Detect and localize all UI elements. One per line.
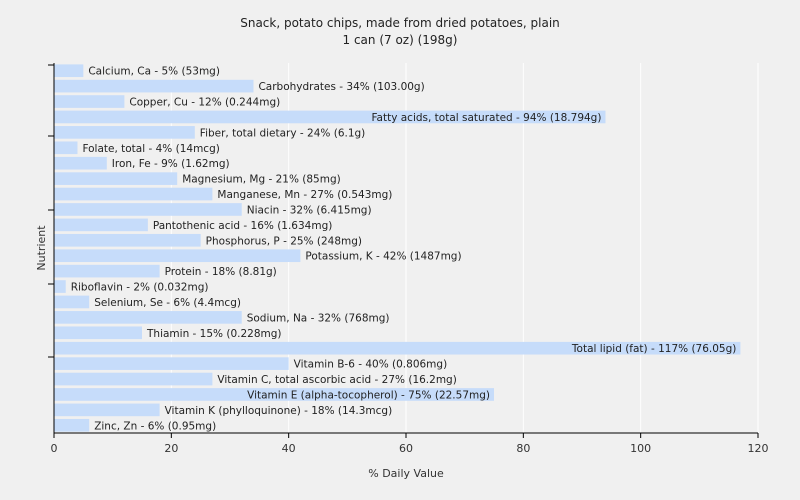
bar [54,280,66,293]
bar-label: Fatty acids, total saturated - 94% (18.7… [371,112,601,124]
bar [54,218,148,232]
bar [54,326,142,340]
bar [54,357,289,370]
bar-label: Riboflavin - 2% (0.032mg) [71,282,209,294]
bar-label: Vitamin E (alpha-tocopherol) - 75% (22.5… [247,389,490,401]
bar [54,264,160,278]
bar-label: Magnesium, Mg - 21% (85mg) [182,174,341,186]
chart-subtitle: 1 can (7 oz) (198g) [342,33,458,47]
bar-label: Selenium, Se - 6% (4.4mcg) [94,297,241,309]
bar-label: Calcium, Ca - 5% (53mg) [88,66,220,78]
bar-label: Folate, total - 4% (14mcg) [82,143,219,155]
bar-label: Vitamin C, total ascorbic acid - 27% (16… [217,374,456,386]
bar-label: Fiber, total dietary - 24% (6.1g) [200,127,365,139]
x-tick-label: 40 [282,442,296,455]
bar-label: Pantothenic acid - 16% (1.634mg) [153,220,332,232]
bar [54,311,242,324]
bar-label: Zinc, Zn - 6% (0.95mg) [94,420,216,432]
bar-label: Sodium, Na - 32% (768mg) [247,312,390,324]
x-tick-label: 100 [630,442,651,455]
chart-title: Snack, potato chips, made from dried pot… [240,16,560,30]
bar [54,418,90,432]
bar [54,249,301,263]
y-axis-label: Nutrient [35,225,48,271]
bar-label: Phosphorus, P - 25% (248mg) [206,235,362,247]
bar-label: Carbohydrates - 34% (103.00g) [258,81,424,93]
x-tick-label: 20 [164,442,178,455]
x-tick-label: 120 [748,442,769,455]
bar-label: Total lipid (fat) - 117% (76.05g) [571,343,736,355]
x-tick-label: 80 [516,442,530,455]
bar-label: Potassium, K - 42% (1487mg) [305,251,461,263]
bar [54,341,741,355]
bar [54,141,78,155]
bar-label: Copper, Cu - 12% (0.244mg) [129,97,280,109]
bar [54,203,242,216]
bar [54,64,84,78]
bar [54,126,195,139]
bar-label: Thiamin - 15% (0.228mg) [146,328,282,340]
bar [54,156,107,170]
bar-label: Niacin - 32% (6.415mg) [247,204,372,216]
bar-label: Vitamin K (phylloquinone) - 18% (14.3mcg… [165,405,393,417]
bar-label: Manganese, Mn - 27% (0.543mg) [217,189,392,201]
x-tick-label: 60 [399,442,413,455]
bar-label: Protein - 18% (8.81g) [165,266,277,278]
bar [54,295,90,309]
bar [54,233,201,247]
bar [54,372,213,386]
bar [54,79,254,93]
bar [54,403,160,417]
bar [54,187,213,201]
bar [54,172,178,185]
bar [54,388,494,401]
bar [54,95,125,108]
x-tick-label: 0 [51,442,58,455]
bar [54,110,606,124]
bar-label: Iron, Fe - 9% (1.62mg) [112,158,230,170]
bar-label: Vitamin B-6 - 40% (0.806mg) [294,359,448,371]
x-axis-label: % Daily Value [368,467,444,480]
